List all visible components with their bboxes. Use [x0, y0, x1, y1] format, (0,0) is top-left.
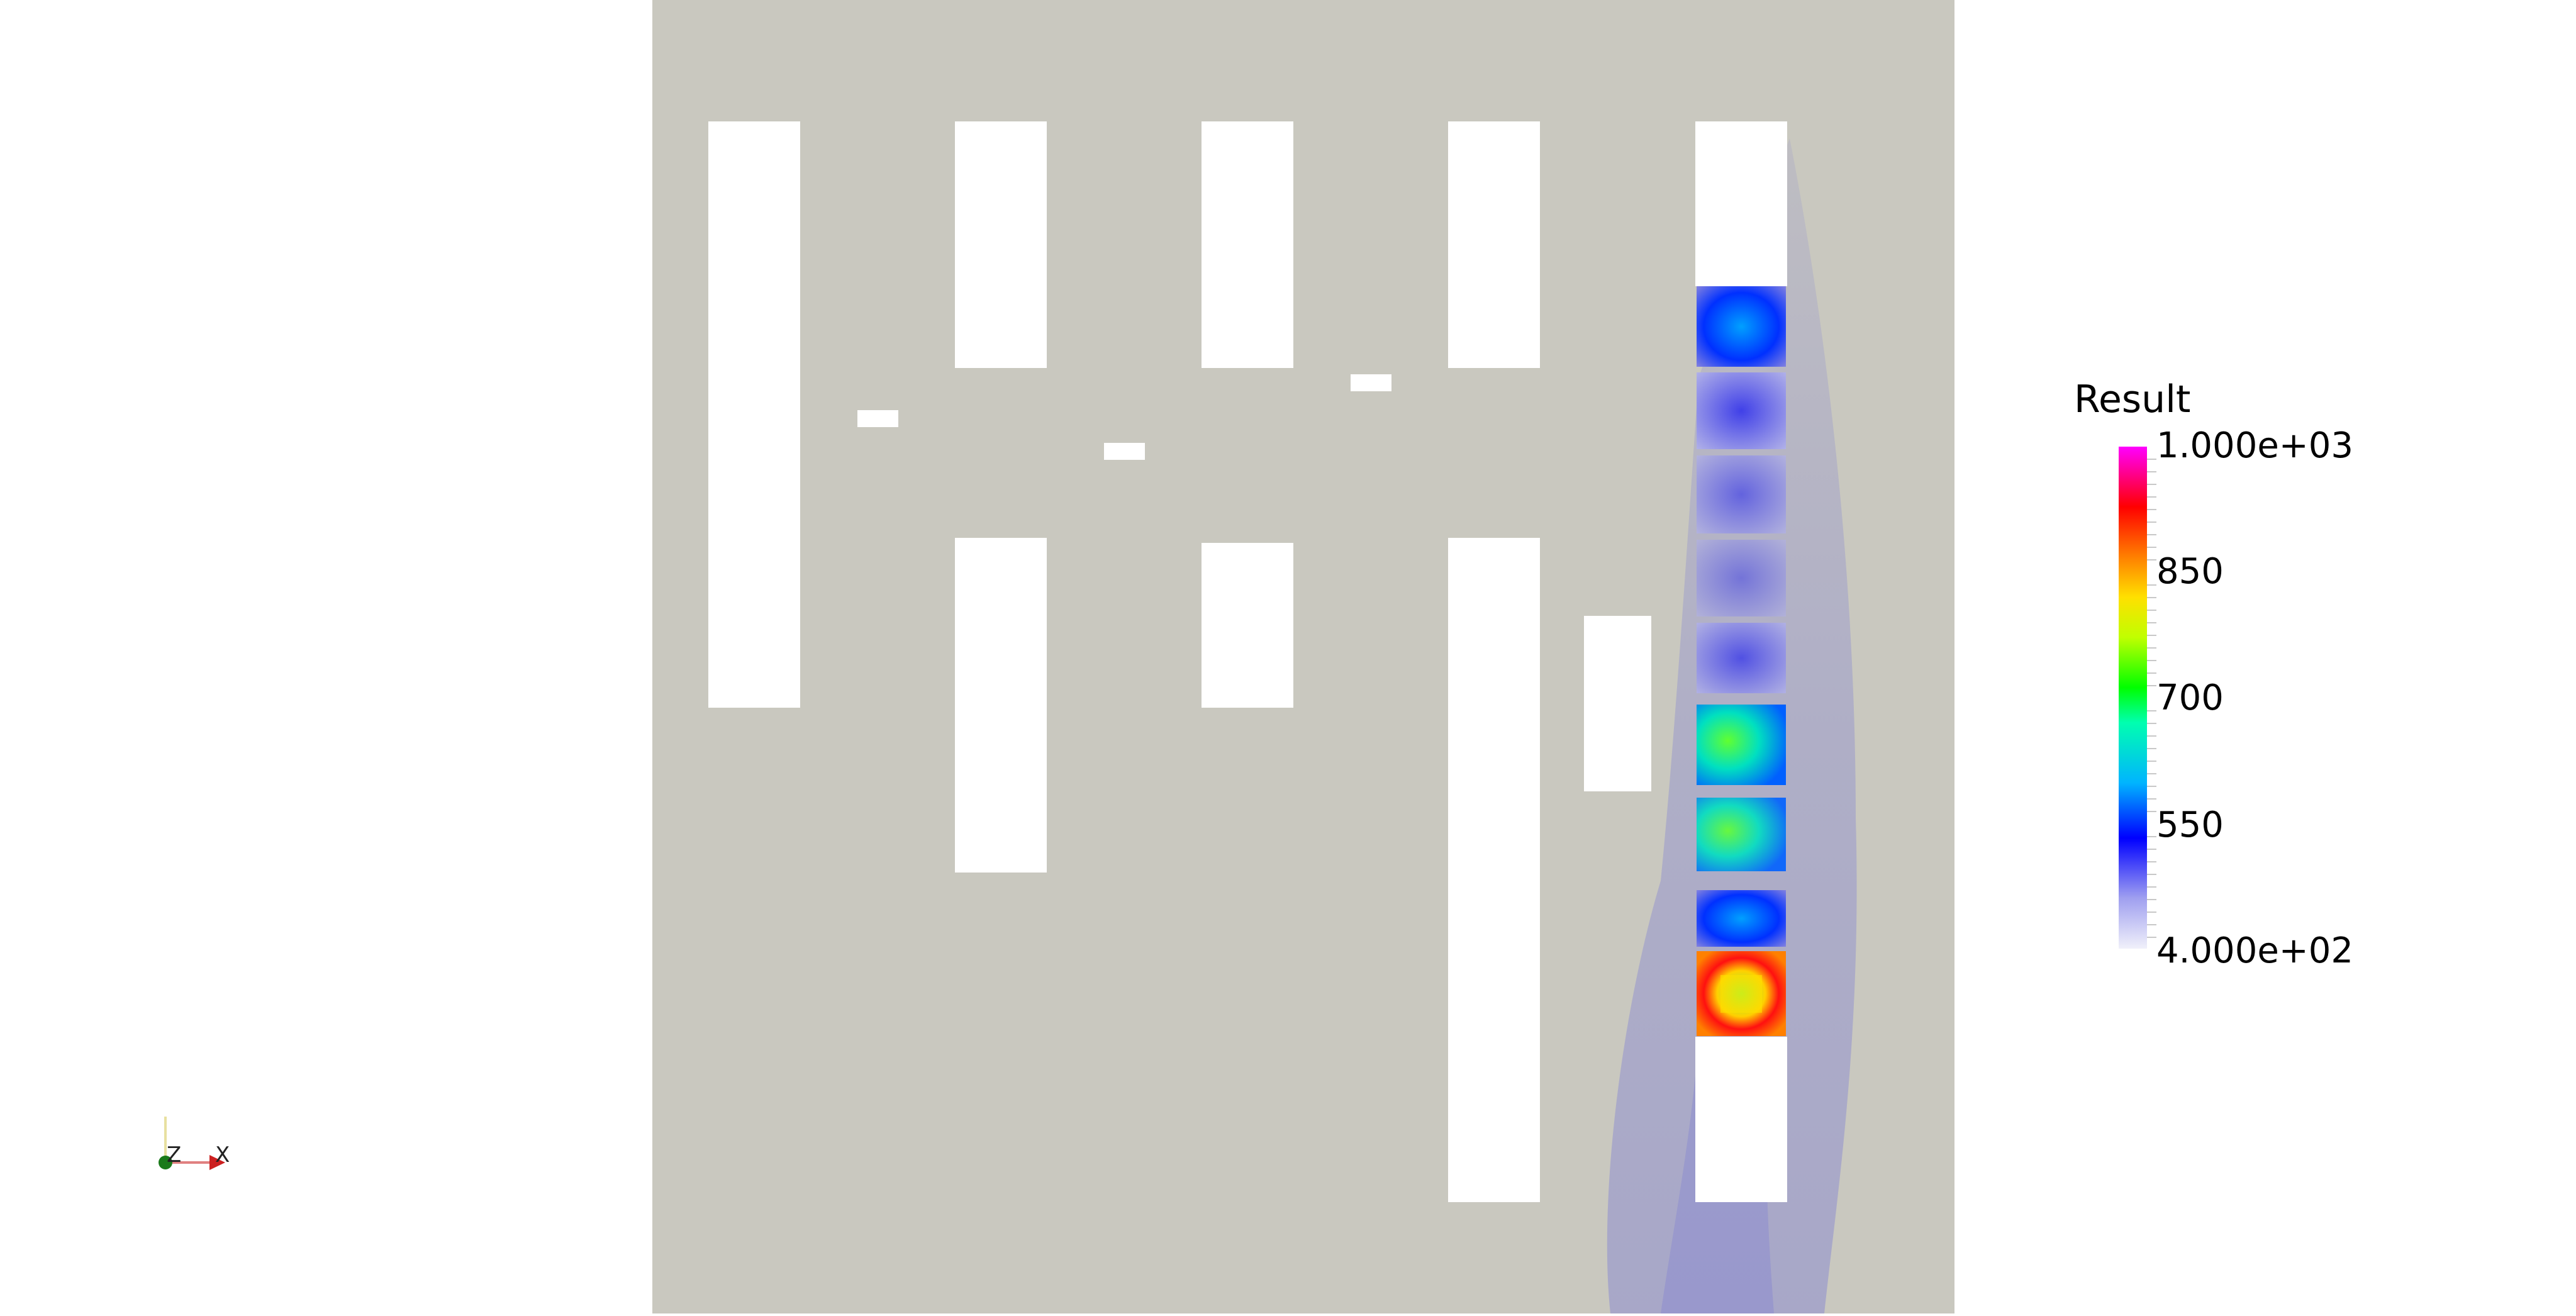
- colorbar-tick-label: 850: [2156, 551, 2224, 592]
- colorbar-tick-label: 700: [2156, 678, 2224, 718]
- building: [708, 121, 800, 708]
- building: [1695, 121, 1787, 286]
- z-axis-label: Z: [167, 1142, 181, 1168]
- field-cell: [1697, 798, 1786, 871]
- colorbar-title: Result: [2074, 377, 2190, 421]
- colorbar-minor-ticks: [2147, 459, 2156, 938]
- building: [1448, 538, 1540, 1202]
- building: [955, 121, 1047, 368]
- field-cell-inner: [1720, 975, 1762, 1013]
- building: [955, 538, 1047, 873]
- building: [1104, 443, 1145, 460]
- colorbar-tick-label: 550: [2156, 805, 2224, 845]
- field-cell: [1697, 372, 1786, 449]
- building: [1202, 121, 1293, 368]
- building: [1695, 1037, 1787, 1202]
- colorbar-min-label: 4.000e+02: [2156, 930, 2353, 971]
- building: [1584, 616, 1651, 791]
- field-cell: [1697, 286, 1786, 367]
- building: [1351, 374, 1391, 391]
- building: [857, 410, 898, 427]
- building: [1202, 543, 1293, 708]
- field-cell: [1697, 540, 1786, 616]
- origin-marker: [159, 1156, 172, 1169]
- colorbar-max-label: 1.000e+03: [2156, 425, 2353, 466]
- field-cell: [1697, 623, 1786, 693]
- field-cell: [1697, 890, 1786, 947]
- field-cell: [1697, 455, 1786, 533]
- x-axis-label: X: [215, 1142, 230, 1168]
- field-cell: [1697, 705, 1786, 785]
- building: [1448, 121, 1540, 368]
- x-axis-cone-icon: [209, 1155, 225, 1170]
- colorbar-gradient: [2119, 447, 2147, 949]
- orientation-axes[interactable]: Z X: [159, 1117, 230, 1170]
